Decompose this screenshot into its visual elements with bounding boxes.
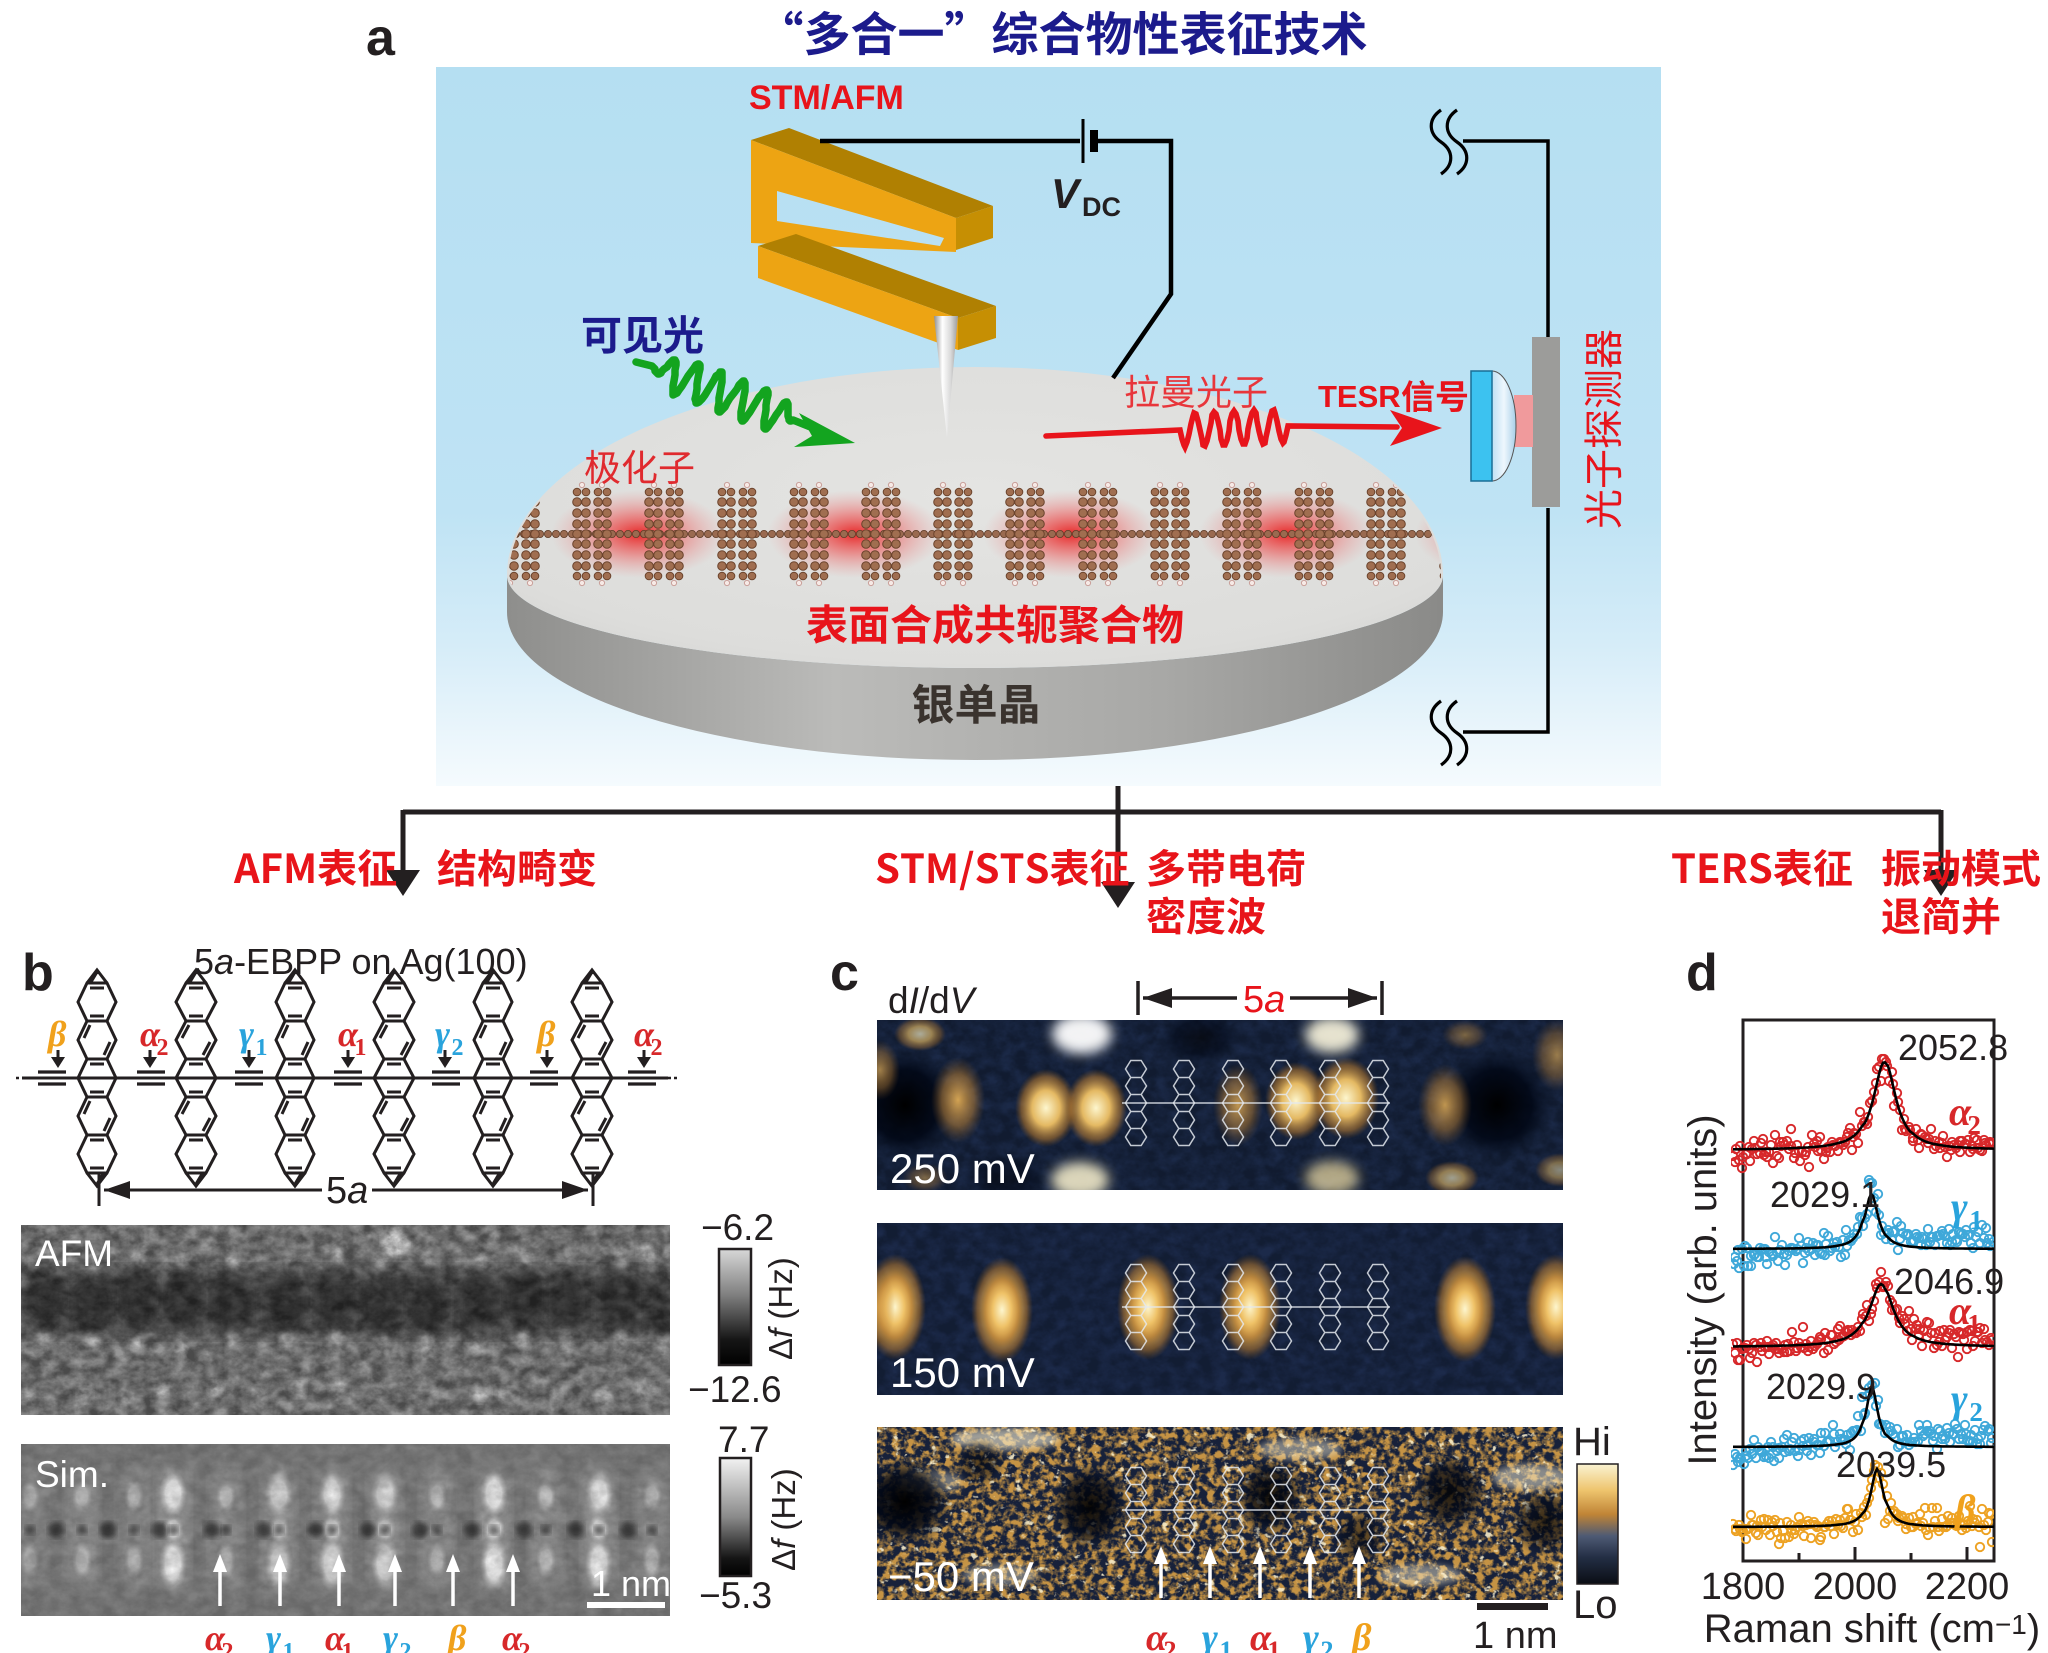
svg-text:β: β	[1350, 1617, 1372, 1653]
svg-text:Sim.: Sim.	[35, 1454, 109, 1495]
svg-text:1: 1	[1967, 1309, 1981, 1339]
svg-text:γ: γ	[1951, 1376, 1968, 1421]
svg-text:2: 2	[651, 1035, 663, 1061]
svg-text:Hi: Hi	[1573, 1420, 1611, 1464]
svg-text:2: 2	[157, 1035, 169, 1061]
svg-text:5a: 5a	[1243, 979, 1285, 1021]
svg-text:α: α	[338, 1014, 359, 1054]
svg-text:β: β	[46, 1014, 67, 1054]
svg-text:2200: 2200	[1925, 1566, 2010, 1608]
svg-text:2029.9: 2029.9	[1766, 1366, 1876, 1407]
svg-text:α: α	[1949, 1288, 1972, 1333]
svg-text:Intensity (arb. units): Intensity (arb. units)	[1681, 1114, 1725, 1465]
svg-text:a: a	[366, 9, 396, 67]
svg-text:1: 1	[342, 1639, 354, 1653]
svg-text:d: d	[1686, 944, 1718, 1002]
svg-text:2000: 2000	[1813, 1566, 1898, 1608]
svg-text:−6.2: −6.2	[701, 1207, 774, 1248]
svg-text:γ: γ	[266, 1618, 281, 1653]
svg-text:2: 2	[1320, 1636, 1333, 1653]
svg-text:Δf (Hz): Δf (Hz)	[762, 1257, 799, 1360]
svg-text:DC: DC	[1082, 192, 1121, 222]
svg-text:α: α	[634, 1014, 655, 1054]
svg-text:5a: 5a	[326, 1170, 368, 1212]
svg-text:β: β	[535, 1014, 556, 1054]
svg-text:TESR: TESR	[1318, 379, 1401, 414]
svg-text:2: 2	[400, 1639, 412, 1653]
svg-text:1: 1	[283, 1639, 295, 1653]
svg-text:2: 2	[222, 1639, 234, 1653]
svg-text:1 nm: 1 nm	[591, 1563, 671, 1604]
svg-text:γ: γ	[383, 1618, 398, 1653]
svg-text:b: b	[22, 944, 54, 1002]
svg-text:V: V	[1051, 170, 1082, 217]
svg-text:1 nm: 1 nm	[1473, 1615, 1557, 1653]
svg-text:α: α	[1949, 1089, 1972, 1134]
svg-text:α: α	[1250, 1617, 1272, 1653]
svg-text:AFM: AFM	[35, 1233, 113, 1274]
svg-text:2: 2	[1967, 1110, 1981, 1140]
svg-text:2052.8: 2052.8	[1898, 1027, 2008, 1068]
svg-text:150 mV: 150 mV	[890, 1349, 1035, 1396]
svg-text:2046.9: 2046.9	[1894, 1261, 2004, 1302]
svg-text:1800: 1800	[1701, 1566, 1786, 1608]
svg-text:γ: γ	[1951, 1184, 1968, 1229]
svg-text:Raman shift (cm−1): Raman shift (cm−1)	[1704, 1607, 2040, 1651]
svg-text:STM/AFM: STM/AFM	[749, 79, 904, 117]
svg-text:5a-EBPP on Ag(100): 5a-EBPP on Ag(100)	[194, 941, 528, 982]
svg-text:α: α	[205, 1618, 226, 1653]
svg-text:β: β	[446, 1618, 467, 1653]
svg-text:1: 1	[1969, 1205, 1983, 1235]
svg-text:γ: γ	[1303, 1617, 1319, 1653]
svg-text:2: 2	[1969, 1397, 1983, 1427]
svg-text:α: α	[140, 1014, 161, 1054]
svg-text:1: 1	[256, 1035, 268, 1061]
svg-text:Lo: Lo	[1573, 1583, 1618, 1627]
svg-text:1: 1	[355, 1035, 367, 1061]
svg-text:α: α	[325, 1618, 346, 1653]
svg-text:c: c	[830, 944, 859, 1002]
svg-text:1: 1	[1267, 1636, 1280, 1653]
svg-text:α: α	[1146, 1617, 1168, 1653]
svg-text:γ: γ	[435, 1014, 450, 1054]
svg-text:2: 2	[452, 1035, 464, 1061]
svg-text:2: 2	[1163, 1636, 1176, 1653]
svg-text:Δf (Hz): Δf (Hz)	[765, 1468, 802, 1571]
svg-text:−5.3: −5.3	[699, 1575, 772, 1616]
svg-text:−50 mV: −50 mV	[888, 1553, 1034, 1600]
svg-text:2: 2	[519, 1639, 531, 1653]
svg-text:7.7: 7.7	[718, 1419, 769, 1460]
svg-text:dI/dV: dI/dV	[888, 980, 978, 1021]
svg-text:−12.6: −12.6	[688, 1369, 782, 1410]
svg-text:γ: γ	[239, 1014, 254, 1054]
svg-text:γ: γ	[1202, 1617, 1218, 1653]
svg-text:250 mV: 250 mV	[890, 1145, 1035, 1192]
svg-text:2039.5: 2039.5	[1836, 1444, 1946, 1485]
svg-text:2029.1: 2029.1	[1770, 1174, 1880, 1215]
svg-text:α: α	[502, 1618, 523, 1653]
svg-text:1: 1	[1219, 1636, 1232, 1653]
svg-text:β: β	[1953, 1486, 1976, 1531]
